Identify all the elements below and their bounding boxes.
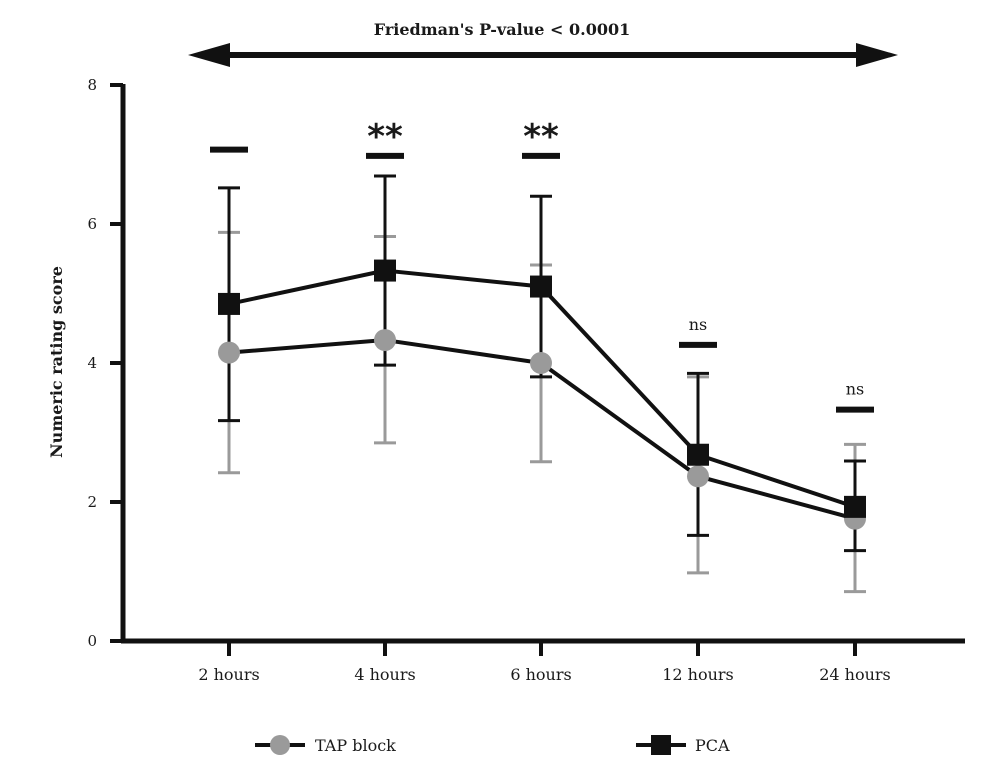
data-point-tap-block <box>687 465 709 488</box>
data-point-pca <box>530 275 552 298</box>
y-tick-label: 8 <box>87 76 97 94</box>
data-point-tap-block <box>374 329 396 352</box>
legend-label-pca: PCA <box>695 736 730 755</box>
data-point-pca <box>374 259 396 282</box>
legend-square-marker <box>651 735 671 755</box>
x-tick-label: 6 hours <box>510 665 571 684</box>
legend-circle-marker <box>270 735 290 755</box>
x-tick-label: 12 hours <box>662 665 734 684</box>
y-tick-label: 2 <box>87 493 97 511</box>
y-ticks: 0 2 4 6 8 <box>87 76 123 650</box>
data-point-pca <box>218 292 240 315</box>
range-arrow <box>188 43 898 67</box>
x-tick-label: 24 hours <box>819 665 891 684</box>
y-axis-title: Numeric rating score <box>47 266 66 458</box>
data-point-tap-block <box>530 352 552 374</box>
legend-label-tap-block: TAP block <box>315 736 396 755</box>
significance-label: ns <box>689 315 708 334</box>
chart-title: Friedman's P-value < 0.0001 <box>374 20 631 39</box>
significance-label: ns <box>846 380 865 399</box>
series-markers <box>218 259 866 530</box>
y-tick-label: 4 <box>87 354 97 372</box>
legend-item-tap-block: TAP block <box>255 735 396 755</box>
significance-stars: ** <box>367 117 403 157</box>
legend-item-pca: PCA <box>636 735 730 755</box>
y-tick-label: 6 <box>87 215 97 233</box>
data-point-pca <box>687 443 709 466</box>
error-bars <box>218 174 866 594</box>
significance-annotations: ** ** ns ns <box>210 117 874 413</box>
x-tick-label: 2 hours <box>198 665 259 684</box>
significance-stars: ** <box>523 117 559 157</box>
range-arrow-left-head <box>188 43 230 67</box>
x-tick-label: 4 hours <box>354 665 415 684</box>
y-tick-label: 0 <box>87 632 97 650</box>
range-arrow-right-head <box>856 43 898 67</box>
data-point-pca <box>844 495 866 518</box>
data-point-tap-block <box>218 341 240 364</box>
x-ticks: 2 hours 4 hours 6 hours 12 hours 24 hours <box>198 641 891 684</box>
legend: TAP block PCA <box>255 735 730 755</box>
